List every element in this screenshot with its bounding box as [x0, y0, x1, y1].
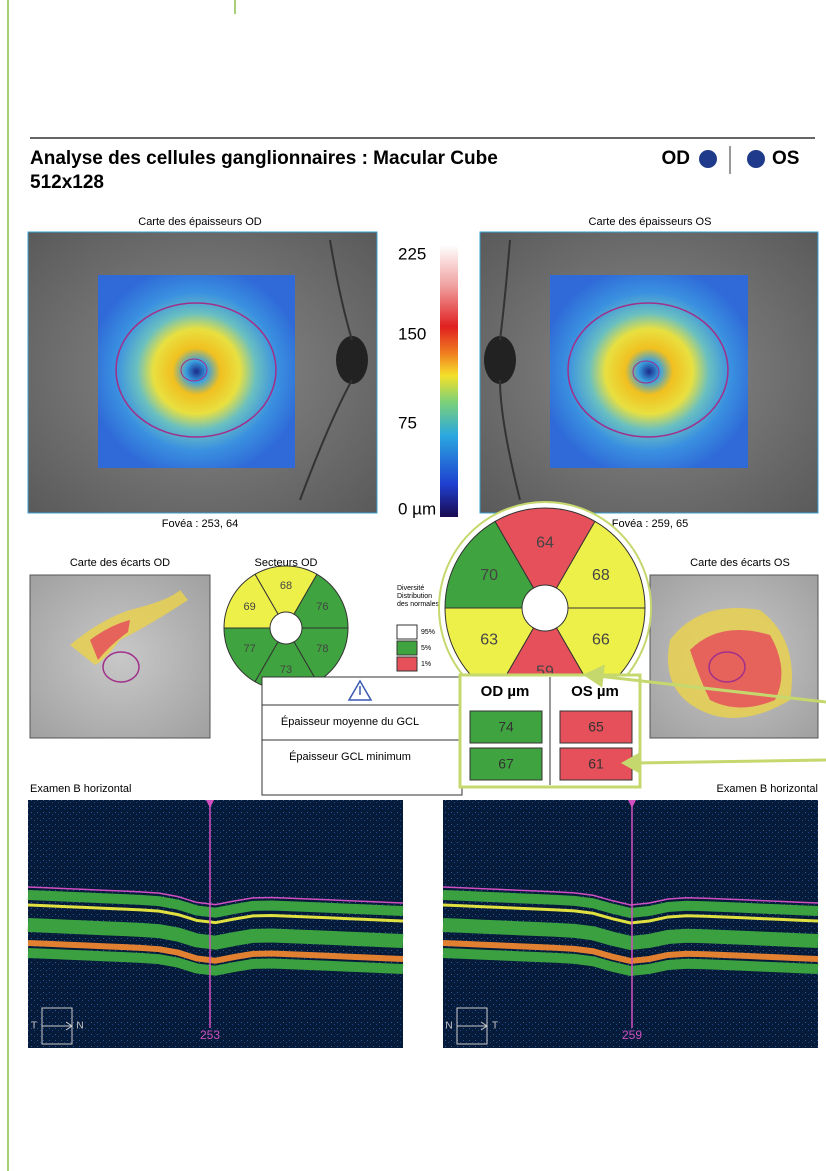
- subtitle: 512x128: [30, 172, 104, 193]
- scale-label: 150: [398, 324, 426, 343]
- fovea-label: Fovéa : 259, 65: [612, 518, 688, 530]
- cell-value: 61: [588, 756, 604, 772]
- sector-value: 68: [280, 580, 292, 592]
- eye-dot: [747, 150, 765, 168]
- legend-swatch: [397, 641, 417, 655]
- column-header: OS µm: [571, 683, 619, 700]
- eye-od: OD: [662, 148, 691, 169]
- row-label: Épaisseur GCL minimum: [289, 750, 411, 763]
- arrow: [636, 760, 826, 763]
- sector-value: 78: [316, 643, 328, 655]
- sector-value: 63: [480, 631, 498, 648]
- thickness-map: [550, 275, 748, 468]
- bscan-title: Examen B horizontal: [717, 783, 819, 795]
- sector-value: 66: [592, 631, 610, 648]
- thickness-map: [98, 275, 295, 468]
- optic-disc: [336, 336, 368, 384]
- sector-value: 77: [244, 643, 256, 655]
- map-title: Carte des épaisseurs OS: [589, 216, 712, 228]
- cell-value: 67: [498, 756, 514, 772]
- eye-os: OS: [772, 148, 799, 169]
- legend-label: 5%: [421, 645, 431, 652]
- legend-swatch: [397, 625, 417, 639]
- legend-label: 95%: [421, 629, 435, 636]
- scale-label: 0 µm: [398, 499, 436, 518]
- cell-value: 65: [588, 719, 604, 735]
- orientation-label: N: [76, 1021, 83, 1032]
- orientation-label: T: [492, 1021, 498, 1032]
- row-label: Épaisseur moyenne du GCL: [281, 715, 419, 728]
- bscan-title: Examen B horizontal: [30, 783, 132, 795]
- column-header: OD µm: [481, 683, 530, 700]
- legend-title: des normales: [397, 601, 440, 608]
- scan-position: 253: [200, 1028, 220, 1042]
- orientation-label: T: [31, 1021, 37, 1032]
- sector-value: 64: [536, 535, 554, 552]
- optic-disc: [484, 336, 516, 384]
- legend-title: Distribution: [397, 593, 432, 600]
- eye-dot: [699, 150, 717, 168]
- page: Analyse des cellules ganglionnaires : Ma…: [0, 0, 826, 1171]
- map-title: Carte des écarts OD: [70, 557, 170, 569]
- orientation-label: N: [445, 1021, 452, 1032]
- scale-label: 75: [398, 413, 417, 432]
- sector-value: 70: [480, 567, 498, 584]
- sector-value: 76: [316, 601, 328, 613]
- map-title: Carte des épaisseurs OD: [138, 216, 262, 228]
- legend-label: 1%: [421, 661, 431, 668]
- legend-title: Diversité: [397, 585, 424, 592]
- scale-label: 225: [398, 244, 426, 263]
- cell-value: 74: [498, 719, 514, 735]
- table: [262, 677, 462, 795]
- map-title: Carte des écarts OS: [690, 557, 790, 569]
- legend-swatch: [397, 657, 417, 671]
- sector-value: 73: [280, 664, 292, 676]
- fovea-label: Fovéa : 253, 64: [162, 518, 238, 530]
- color-scale: [440, 245, 458, 517]
- scan-position: 259: [622, 1028, 642, 1042]
- sector-value: 69: [244, 601, 256, 613]
- sector-value: 68: [592, 567, 610, 584]
- title: Analyse des cellules ganglionnaires : Ma…: [30, 148, 498, 169]
